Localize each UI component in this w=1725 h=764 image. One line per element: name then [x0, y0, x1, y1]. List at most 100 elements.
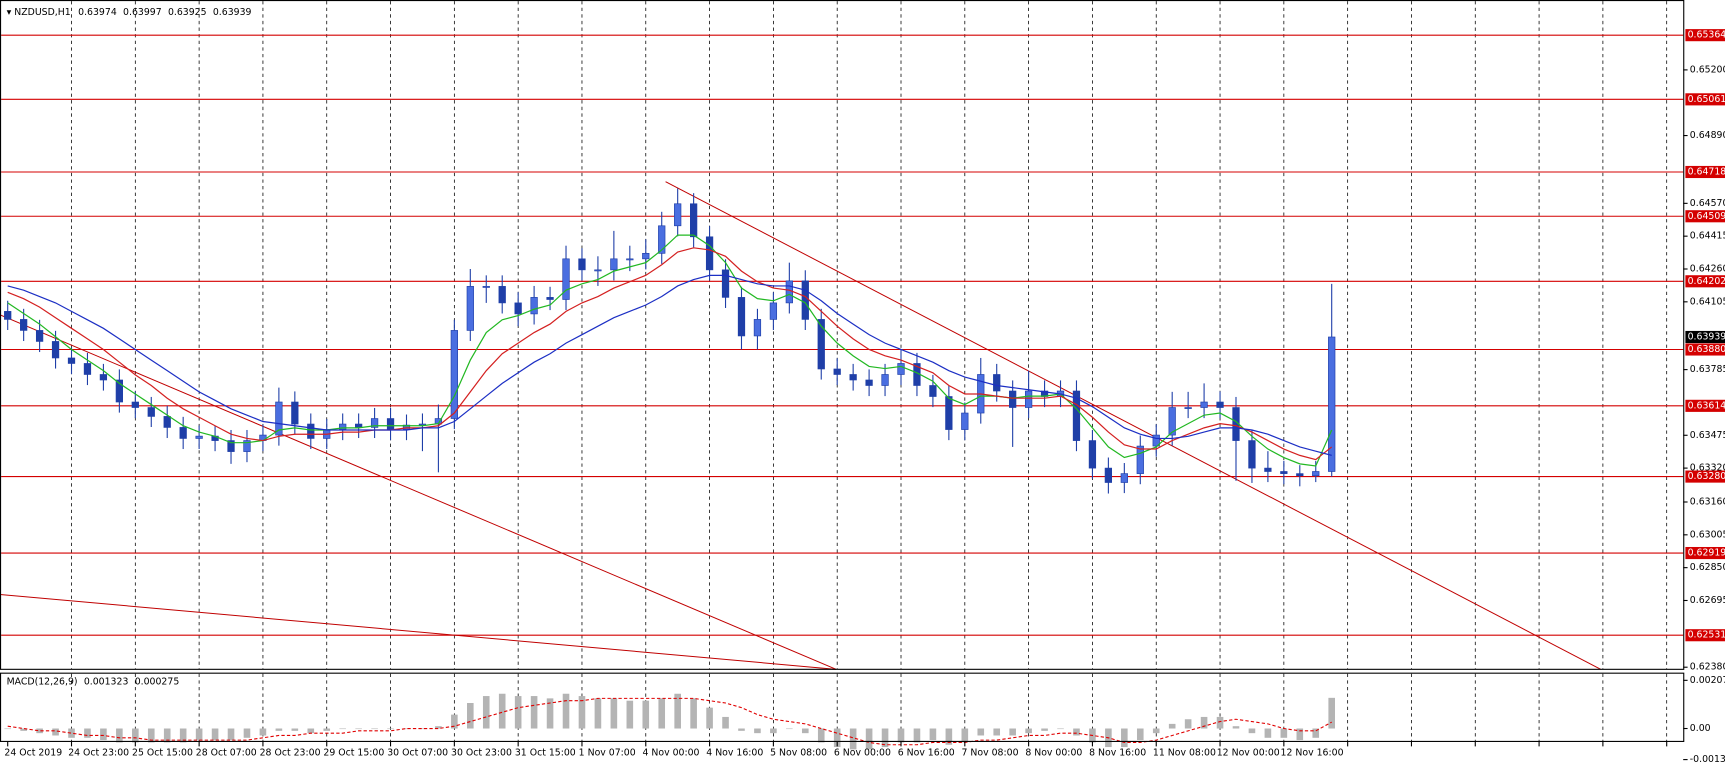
- x-tick-label: 11 Nov 08:00: [1153, 747, 1216, 758]
- moving-average: [7, 234, 1333, 467]
- x-tick-label: 8 Nov 16:00: [1089, 747, 1146, 758]
- candle-body: [4, 311, 12, 320]
- y-tick-label: 0.63160: [1690, 496, 1725, 507]
- macd-title: MACD(12,26,9): [7, 676, 78, 687]
- macd-bar: [977, 728, 985, 736]
- candle-body: [1280, 471, 1288, 474]
- macd-bar: [1296, 728, 1304, 741]
- candle-body: [307, 423, 315, 439]
- level-label: 0.64202: [1688, 276, 1725, 287]
- macd-bar: [355, 728, 362, 730]
- y-tick-label: 0.62850: [1690, 562, 1725, 573]
- candle-body: [131, 401, 139, 408]
- x-tick-label: 8 Nov 00:00: [1025, 747, 1082, 758]
- candle-body: [370, 418, 379, 428]
- level-label-box: [1685, 546, 1725, 560]
- macd-signal: [7, 697, 1332, 746]
- candle-body: [801, 280, 809, 320]
- x-tick-label: 30 Oct 23:00: [451, 747, 512, 758]
- candle-body: [291, 401, 299, 425]
- quote-close: 0.63939: [213, 7, 252, 18]
- level-label: 0.65364: [1688, 30, 1725, 41]
- macd-bar: [897, 728, 905, 743]
- macd-bar: [786, 728, 793, 730]
- level-label: 0.63880: [1688, 344, 1725, 355]
- macd-bar: [690, 698, 697, 729]
- macd-bar: [770, 728, 777, 734]
- macd-bar: [498, 693, 506, 729]
- trend-line: [0, 314, 837, 670]
- x-tick-label: 12 Nov 00:00: [1217, 747, 1280, 758]
- macd-bar: [1025, 728, 1032, 734]
- macd-frame: [0, 672, 1685, 742]
- macd-bar: [594, 698, 602, 729]
- macd-y-tick-label: -0.00134: [1690, 754, 1725, 764]
- candle-body: [721, 269, 730, 298]
- y-tick-label: 0.63475: [1690, 430, 1725, 441]
- y-tick-label: 0.62695: [1690, 595, 1725, 606]
- candle-body: [1024, 390, 1033, 408]
- candle-body: [929, 385, 937, 397]
- macd-bar: [339, 728, 346, 730]
- macd-bar: [291, 728, 299, 731]
- macd-bar: [993, 728, 1001, 736]
- level-label-box: [1685, 470, 1725, 483]
- candle-body: [51, 341, 60, 359]
- levels: [1, 34, 1684, 636]
- candle-body: [35, 330, 44, 342]
- candle-body: [514, 302, 522, 315]
- macd-bar: [307, 728, 315, 734]
- macd-bar: [849, 728, 857, 750]
- level-label: 0.63614: [1688, 400, 1725, 411]
- candle-body: [450, 330, 458, 419]
- macd-bar: [817, 728, 825, 743]
- candle-body: [562, 258, 570, 300]
- macd-bar: [881, 728, 889, 748]
- macd-bar: [195, 728, 203, 741]
- x-tick-label: 4 Nov 16:00: [706, 747, 763, 758]
- macd-bar: [658, 698, 666, 729]
- current-price-box: [1685, 330, 1725, 344]
- candle-body: [578, 258, 586, 271]
- macd-bar: [530, 696, 538, 729]
- macd-bar: [419, 728, 426, 730]
- macd-bar: [865, 728, 873, 750]
- candle-body: [530, 297, 538, 315]
- level-label-box: [1685, 29, 1725, 42]
- candle-body: [498, 286, 506, 304]
- macd-y-tick-label: 0.002078: [1690, 675, 1725, 686]
- macd-bar: [1168, 723, 1176, 729]
- level-label-box: [1685, 399, 1725, 412]
- level-label: 0.64509: [1688, 211, 1725, 222]
- macd-bar: [68, 728, 75, 738]
- macd-bar: [147, 728, 155, 743]
- candle-body: [386, 418, 395, 430]
- candle-body: [1184, 407, 1192, 409]
- macd-bar: [801, 728, 809, 734]
- trend-lines: [0, 181, 1601, 670]
- macd-bar: [1200, 716, 1208, 729]
- level-label: 0.64718: [1688, 166, 1725, 177]
- candle-body: [737, 297, 746, 337]
- level-label-box: [1685, 343, 1725, 356]
- quote-high: 0.63997: [123, 7, 162, 18]
- x-tick-label: 24 Oct 2019: [4, 747, 62, 758]
- macd-bar: [100, 728, 107, 741]
- main-frame: [0, 0, 1685, 670]
- macd-bar: [1280, 728, 1288, 738]
- x-tick-label: 12 Nov 16:00: [1281, 747, 1344, 758]
- macd-bar: [674, 693, 681, 729]
- chart-header: ▾ NZDUSD,H1 0.63974 0.63997 0.63925 0.63…: [7, 7, 252, 18]
- x-tick-label: 6 Nov 00:00: [834, 747, 891, 758]
- macd-panel: [4, 693, 1336, 750]
- x-tick-label: 30 Oct 07:00: [387, 747, 448, 758]
- macd-bar: [706, 707, 713, 729]
- macd-bar: [626, 700, 634, 729]
- moving-average: [7, 247, 1333, 461]
- macd-bar: [387, 728, 394, 730]
- level-label: 0.65061: [1688, 94, 1725, 105]
- candle-body: [83, 363, 92, 375]
- macd-bar: [913, 728, 921, 743]
- candle-body: [1200, 401, 1208, 408]
